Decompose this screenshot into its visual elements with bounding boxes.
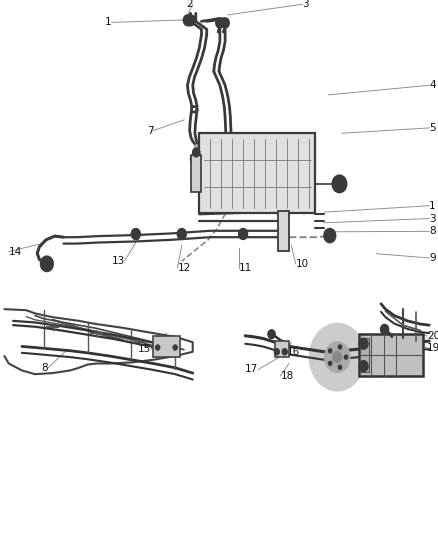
- Circle shape: [310, 324, 364, 390]
- Bar: [359, 334, 423, 376]
- Text: 14: 14: [9, 247, 22, 256]
- Circle shape: [338, 365, 342, 369]
- Text: 11: 11: [239, 263, 252, 273]
- Circle shape: [193, 148, 200, 157]
- Text: 4: 4: [429, 80, 436, 90]
- Text: 5: 5: [429, 123, 436, 133]
- Circle shape: [328, 349, 332, 353]
- Text: 8: 8: [42, 363, 48, 373]
- Circle shape: [239, 229, 247, 239]
- Circle shape: [338, 345, 342, 349]
- Circle shape: [186, 18, 190, 23]
- Circle shape: [359, 338, 368, 349]
- Text: 6: 6: [188, 155, 195, 165]
- Circle shape: [41, 256, 53, 271]
- Circle shape: [324, 229, 336, 243]
- Text: 1: 1: [105, 18, 112, 27]
- Text: 10: 10: [296, 259, 309, 269]
- Bar: [153, 336, 180, 357]
- Text: 17: 17: [245, 365, 258, 374]
- Text: 15: 15: [138, 344, 151, 354]
- Circle shape: [131, 229, 140, 239]
- Circle shape: [268, 330, 275, 338]
- Text: 3: 3: [429, 214, 436, 223]
- Text: 20: 20: [427, 331, 438, 341]
- Circle shape: [223, 21, 227, 25]
- Circle shape: [359, 361, 368, 372]
- Text: 18: 18: [280, 371, 293, 381]
- Text: 13: 13: [112, 256, 125, 265]
- Circle shape: [344, 355, 348, 359]
- Bar: [360, 338, 369, 372]
- Bar: [275, 341, 289, 357]
- Text: 19: 19: [427, 343, 438, 352]
- Circle shape: [155, 345, 160, 350]
- Text: 16: 16: [287, 347, 300, 357]
- Bar: [191, 155, 201, 192]
- Circle shape: [218, 21, 222, 25]
- Circle shape: [216, 18, 224, 28]
- Circle shape: [186, 15, 195, 26]
- Circle shape: [184, 15, 192, 26]
- Circle shape: [274, 349, 279, 355]
- Bar: [278, 211, 289, 251]
- Circle shape: [221, 18, 229, 28]
- Text: 7: 7: [147, 126, 153, 135]
- Circle shape: [325, 342, 350, 372]
- Circle shape: [381, 325, 389, 334]
- Text: 8: 8: [429, 227, 436, 236]
- Circle shape: [333, 352, 342, 362]
- Bar: [199, 133, 315, 213]
- Text: 9: 9: [429, 253, 436, 263]
- Circle shape: [282, 349, 287, 355]
- Circle shape: [173, 345, 177, 350]
- Circle shape: [328, 361, 332, 366]
- Circle shape: [177, 229, 186, 239]
- Text: 12: 12: [177, 263, 191, 273]
- Circle shape: [332, 175, 346, 192]
- Text: 1: 1: [429, 201, 436, 211]
- Text: 3: 3: [302, 0, 309, 9]
- Circle shape: [188, 18, 193, 23]
- Text: 2: 2: [186, 0, 193, 9]
